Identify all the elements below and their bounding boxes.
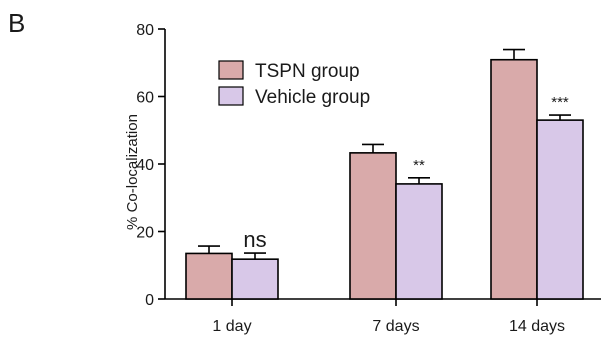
bar-tspn-0 [185, 252, 233, 300]
legend-label-tspn: TSPN group [255, 61, 360, 82]
legend: TSPN group Vehicle group [218, 60, 370, 108]
error-bar-tspn-0 [198, 245, 220, 254]
y-axis-label: % Co-localization [124, 114, 141, 230]
x-tick-label: 1 day [212, 318, 251, 335]
error-bar-vehicle-1 [408, 177, 430, 184]
bar-vehicle-1 [395, 183, 443, 300]
y-tick-label: 60 [136, 90, 154, 107]
x-tick-label: 7 days [372, 318, 419, 335]
error-bar-vehicle-0 [244, 252, 266, 260]
y-tick-label: 20 [136, 225, 154, 242]
bar-tspn-2 [490, 58, 538, 300]
bar-vehicle-2 [536, 119, 584, 300]
error-bar-vehicle-2 [549, 114, 571, 121]
bar-vehicle-0 [231, 258, 279, 300]
legend-label-vehicle: Vehicle group [255, 87, 370, 108]
panel-label: B [8, 8, 26, 38]
y-ticks: 0 20 40 60 80 [136, 22, 165, 309]
legend-swatch-tspn [218, 60, 244, 80]
x-tick-label: 14 days [509, 318, 565, 335]
error-bar-tspn-1 [362, 143, 384, 153]
significance-label-1: ** [413, 157, 425, 174]
y-tick-label: 0 [145, 292, 154, 309]
significance-label-2: *** [551, 94, 569, 111]
significance-annotations: ns***** [243, 94, 569, 252]
significance-label-0: ns [243, 227, 266, 252]
error-bar-tspn-2 [503, 48, 525, 60]
y-tick-label: 80 [136, 22, 154, 39]
legend-swatch-vehicle [218, 86, 244, 106]
bars-layer [185, 48, 584, 300]
x-tick-labels: 1 day 7 days 14 days [212, 299, 565, 335]
y-tick-label: 40 [136, 157, 154, 174]
bar-tspn-1 [349, 152, 397, 300]
